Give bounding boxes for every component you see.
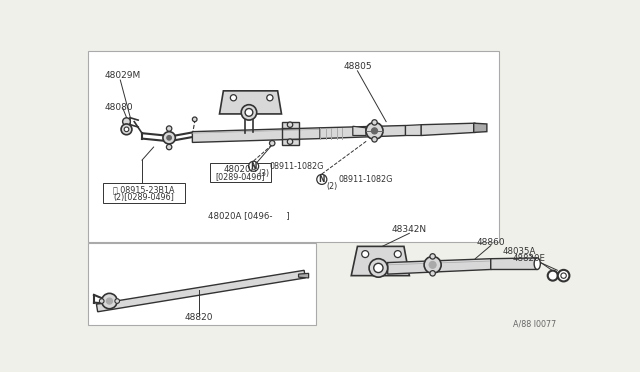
Circle shape <box>429 262 436 268</box>
Text: 48035A: 48035A <box>503 247 536 256</box>
Polygon shape <box>491 258 537 269</box>
Circle shape <box>372 137 377 142</box>
Text: Ⓥ 08915-23B1A: Ⓥ 08915-23B1A <box>113 186 174 195</box>
Polygon shape <box>193 128 320 142</box>
Circle shape <box>121 124 132 135</box>
Polygon shape <box>298 273 308 278</box>
Circle shape <box>317 174 327 185</box>
Circle shape <box>167 135 172 140</box>
Text: A/88 I0077: A/88 I0077 <box>513 320 556 328</box>
Bar <box>88 243 316 325</box>
Text: N: N <box>250 162 257 171</box>
Circle shape <box>374 263 383 273</box>
Text: (2): (2) <box>326 182 337 191</box>
Circle shape <box>366 122 383 140</box>
Polygon shape <box>351 246 410 276</box>
Bar <box>103 183 184 203</box>
Circle shape <box>102 294 117 309</box>
Circle shape <box>561 273 566 278</box>
Circle shape <box>123 118 131 125</box>
Circle shape <box>269 141 275 146</box>
Polygon shape <box>353 126 366 135</box>
Circle shape <box>369 259 388 277</box>
Circle shape <box>241 105 257 120</box>
Text: 48080: 48080 <box>105 103 133 112</box>
Polygon shape <box>474 123 487 132</box>
Circle shape <box>362 251 369 257</box>
Circle shape <box>430 254 435 259</box>
Text: [0289-0496]: [0289-0496] <box>216 172 265 181</box>
Text: 48805: 48805 <box>343 62 372 71</box>
Text: N: N <box>319 175 325 184</box>
Text: 48029M: 48029M <box>105 71 141 80</box>
Bar <box>282 139 298 145</box>
Text: 48820: 48820 <box>184 314 213 323</box>
Text: 48342N: 48342N <box>392 225 427 234</box>
Circle shape <box>193 117 197 122</box>
Text: 48020A: 48020A <box>224 165 257 174</box>
Text: 08911-1082G: 08911-1082G <box>338 175 392 184</box>
Circle shape <box>287 122 292 128</box>
Circle shape <box>166 144 172 150</box>
Text: (2)[0289-0496]: (2)[0289-0496] <box>113 193 174 202</box>
Bar <box>282 122 298 128</box>
Circle shape <box>124 127 129 132</box>
Circle shape <box>245 109 253 116</box>
Ellipse shape <box>534 258 540 269</box>
Polygon shape <box>406 125 421 135</box>
Circle shape <box>424 256 441 273</box>
Text: 48820E: 48820E <box>513 254 546 263</box>
Polygon shape <box>220 91 282 114</box>
Circle shape <box>115 299 120 303</box>
Polygon shape <box>320 125 406 139</box>
Polygon shape <box>97 270 305 312</box>
Bar <box>88 51 499 242</box>
Circle shape <box>230 95 237 101</box>
Circle shape <box>163 132 175 144</box>
Circle shape <box>267 95 273 101</box>
Circle shape <box>106 298 113 304</box>
Circle shape <box>99 299 104 303</box>
Text: (3): (3) <box>258 169 269 178</box>
Circle shape <box>394 251 401 257</box>
Text: 08911-1082G: 08911-1082G <box>270 162 324 171</box>
Circle shape <box>430 271 435 276</box>
Polygon shape <box>388 259 491 274</box>
Circle shape <box>548 271 558 280</box>
Bar <box>210 163 271 182</box>
Circle shape <box>372 120 377 125</box>
Text: 48860: 48860 <box>476 238 505 247</box>
Circle shape <box>166 126 172 131</box>
Circle shape <box>248 161 259 171</box>
Text: 48020A [0496-     ]: 48020A [0496- ] <box>208 211 289 220</box>
Polygon shape <box>421 123 476 135</box>
Circle shape <box>558 270 570 281</box>
Circle shape <box>287 139 292 144</box>
Circle shape <box>371 128 378 134</box>
